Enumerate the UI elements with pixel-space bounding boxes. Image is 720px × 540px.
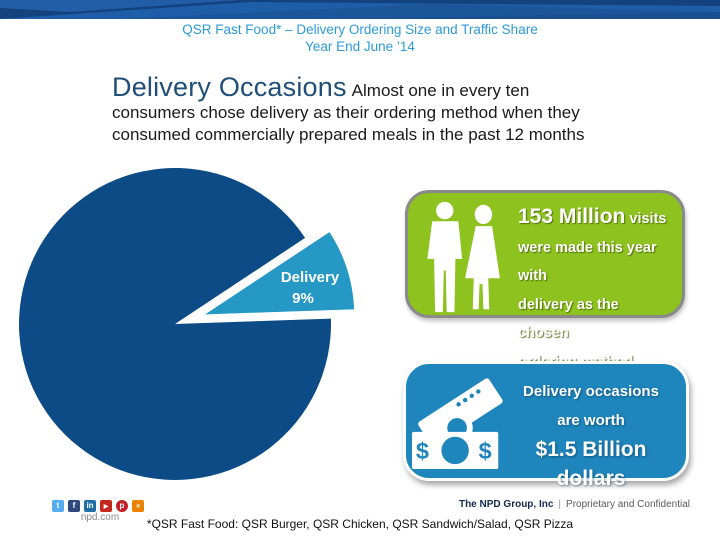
worth-big-number: $1.5 Billion dollars (535, 438, 647, 490)
brand-name: The NPD Group, Inc (458, 499, 554, 510)
worth-text: Delivery occasions are worth $1.5 Billio… (504, 377, 678, 493)
worth-line2: are worth (557, 412, 625, 429)
pie-chart: Delivery 9% (18, 167, 358, 480)
brand-line: The NPD Group, Inc | Proprietary and Confi… (459, 499, 690, 510)
slide-subtitle-line1: QSR Fast Food* – Delivery Ordering Size … (182, 22, 538, 37)
people-silhouettes-icon (427, 201, 500, 313)
svg-text:$: $ (479, 438, 492, 464)
visits-line2: were made this year with (518, 239, 657, 285)
svg-text:$: $ (416, 438, 429, 464)
linkedin-icon[interactable]: in (84, 500, 96, 512)
social-icons: t f in ▶ p » (52, 500, 144, 512)
visits-text: 153 Million visits were made this year w… (518, 203, 672, 376)
confidential-label: Proprietary and Confidential (566, 499, 690, 510)
pie-slice-delivery (198, 228, 358, 318)
rss-icon[interactable]: » (132, 500, 144, 512)
visits-suffix: visits (629, 211, 667, 227)
top-banner (0, 0, 720, 19)
footnote: *QSR Fast Food: QSR Burger, QSR Chicken,… (146, 517, 574, 531)
title-lede: Almost one in every ten consumers chose … (112, 81, 585, 144)
npd-site-link[interactable]: npd.com (80, 512, 120, 523)
worth-callout: $ $ Delivery occasions are worth $1.5 Bi… (403, 361, 689, 490)
worth-line1: Delivery occasions (523, 383, 659, 400)
visits-line3: delivery as the chosen (518, 296, 619, 342)
visits-callout: 153 Million visits were made this year w… (405, 190, 685, 370)
pie-slice-other (18, 167, 331, 480)
page-title: Delivery Occasions (112, 72, 347, 102)
slide-subtitle-line2: Year End June ’14 (305, 39, 415, 54)
pie-label-delivery-pct: 9% (292, 290, 314, 307)
slide-subtitle: QSR Fast Food* – Delivery Ordering Size … (0, 21, 720, 55)
visits-big-number: 153 Million (518, 205, 626, 228)
youtube-icon[interactable]: ▶ (100, 500, 112, 512)
pie-label-delivery: Delivery (281, 269, 340, 286)
pinterest-icon[interactable]: p (116, 500, 128, 512)
brand-separator: | (558, 499, 562, 510)
title-block: Delivery Occasions Almost one in every te… (112, 74, 598, 146)
money-icon: $ $ (412, 378, 503, 470)
twitter-icon[interactable]: t (52, 500, 64, 512)
facebook-icon[interactable]: f (68, 500, 80, 512)
visits-headline: 153 Million visits (518, 203, 672, 234)
